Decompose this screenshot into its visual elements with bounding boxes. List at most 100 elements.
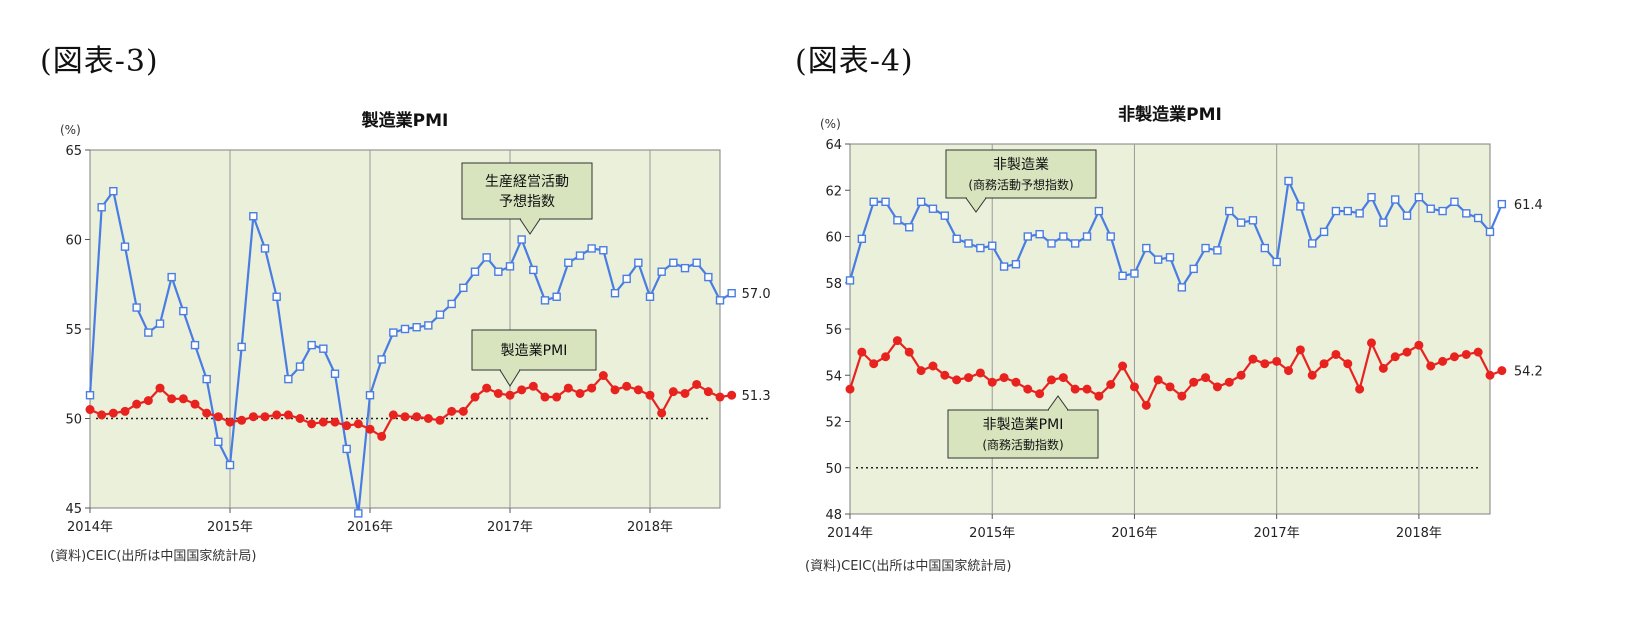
data-point-pmi: [447, 406, 457, 416]
data-point-pmi: [353, 419, 363, 429]
data-point-expectation: [1260, 243, 1270, 253]
x-tick-label: 2014年: [67, 520, 113, 535]
source-note-right: (資料)CEIC(出所は中国国家統計局): [805, 559, 1012, 574]
data-point-expectation: [599, 246, 608, 255]
data-point-expectation: [1082, 232, 1092, 241]
data-point-expectation: [1284, 176, 1293, 186]
end-value-label-pmi: 51.3: [742, 389, 771, 404]
data-point-expectation: [869, 197, 878, 207]
data-point-expectation: [1201, 243, 1210, 253]
data-point-expectation: [1485, 227, 1495, 237]
data-point-pmi: [552, 392, 562, 402]
data-point-pmi: [1129, 382, 1139, 392]
data-point-pmi: [1023, 384, 1033, 394]
data-point-expectation: [1094, 206, 1104, 216]
data-point-pmi: [857, 347, 867, 357]
data-point-expectation: [1367, 192, 1376, 202]
data-point-pmi: [1201, 373, 1211, 383]
data-point-pmi: [307, 419, 317, 429]
data-point-pmi: [1473, 347, 1483, 357]
callout-pmi: 製造業PMI: [471, 329, 597, 387]
data-point-pmi: [365, 424, 375, 434]
data-point-pmi: [964, 373, 974, 383]
data-point-expectation: [1414, 192, 1424, 202]
data-point-pmi: [1414, 340, 1424, 350]
data-point-expectation: [237, 342, 246, 352]
data-point-expectation: [1319, 227, 1329, 237]
data-point-expectation: [505, 262, 515, 271]
data-point-expectation: [1497, 199, 1507, 209]
data-point-pmi: [482, 383, 492, 393]
data-point-pmi: [342, 421, 352, 431]
data-point-pmi: [1189, 377, 1199, 387]
data-point-expectation: [1011, 260, 1021, 269]
data-point-pmi: [1497, 366, 1507, 376]
data-point-expectation: [354, 509, 363, 518]
data-point-pmi: [1106, 380, 1116, 389]
x-tick-label: 2016年: [1111, 526, 1157, 541]
y-tick-label: 55: [65, 323, 82, 338]
data-point-expectation: [952, 234, 961, 244]
data-point-expectation: [634, 258, 643, 267]
x-tick-label: 2015年: [207, 520, 253, 535]
data-point-expectation: [85, 391, 95, 400]
data-point-pmi: [248, 412, 258, 422]
data-point-expectation: [1426, 204, 1435, 213]
data-point-pmi: [1438, 356, 1448, 366]
data-point-pmi: [587, 383, 597, 393]
data-point-pmi: [435, 415, 445, 425]
data-point-pmi: [1366, 338, 1376, 348]
data-point-pmi: [155, 383, 165, 393]
data-point-expectation: [330, 369, 340, 378]
data-point-pmi: [1402, 347, 1412, 357]
data-point-pmi: [517, 385, 527, 395]
data-point-expectation: [587, 244, 596, 253]
data-point-pmi: [1082, 384, 1092, 394]
data-point-expectation: [988, 241, 997, 250]
data-point-pmi: [1284, 366, 1294, 376]
callout-box: [471, 329, 597, 371]
data-point-pmi: [668, 387, 678, 397]
data-point-expectation: [905, 223, 914, 232]
panel-label-left: (図表-3): [40, 44, 159, 79]
data-point-expectation: [1106, 232, 1115, 241]
data-point-expectation: [657, 267, 666, 276]
data-point-pmi: [237, 415, 247, 425]
callout-box: [947, 409, 1099, 459]
data-point-expectation: [272, 292, 281, 301]
data-point-pmi: [318, 417, 328, 427]
data-point-expectation: [1023, 232, 1032, 241]
data-point-pmi: [1355, 384, 1365, 394]
data-point-expectation: [1473, 213, 1483, 223]
data-point-pmi: [952, 375, 962, 385]
data-point-expectation: [1035, 229, 1044, 239]
data-point-pmi: [178, 394, 188, 404]
data-point-expectation: [365, 391, 375, 400]
data-point-expectation: [225, 460, 235, 470]
data-point-pmi: [1058, 373, 1068, 383]
data-point-pmi: [598, 371, 608, 381]
data-point-pmi: [283, 410, 293, 420]
data-point-expectation: [260, 244, 270, 253]
data-point-pmi: [657, 408, 667, 418]
data-point-pmi: [1343, 359, 1353, 369]
data-point-pmi: [845, 384, 855, 394]
y-axis-unit: (%): [820, 117, 841, 131]
data-point-expectation: [1308, 239, 1317, 248]
callout-text: 生産経営活動: [485, 174, 569, 190]
y-tick-label: 45: [65, 502, 82, 517]
chart-title: 製造業PMI: [361, 110, 449, 131]
x-tick-label: 2018年: [627, 520, 673, 535]
y-tick-label: 52: [825, 416, 842, 431]
data-point-expectation: [1047, 239, 1056, 248]
data-point-pmi: [1426, 361, 1436, 371]
data-point-expectation: [412, 323, 421, 332]
data-point-expectation: [447, 299, 456, 309]
manufacturing-pmi-chart: 製造業PMI (%) 2014年 2015年 2016年 2017年 2018年 45 50 55…: [60, 110, 771, 535]
data-point-expectation: [645, 292, 655, 301]
data-point-expectation: [190, 340, 200, 350]
y-tick-label: 58: [825, 277, 842, 292]
data-point-expectation: [940, 211, 950, 220]
y-tick-label: 50: [65, 413, 82, 428]
